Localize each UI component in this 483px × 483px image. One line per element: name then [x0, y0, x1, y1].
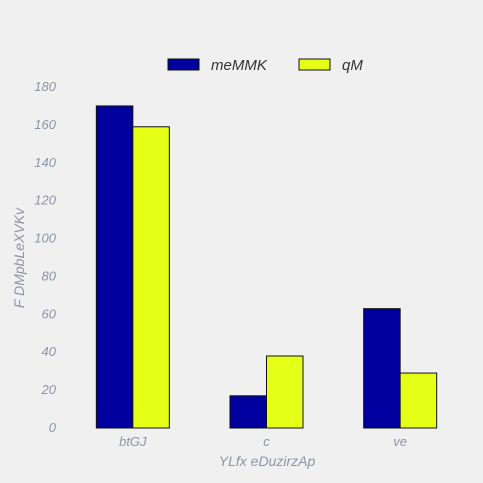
y-tick-label: 180 — [34, 79, 56, 94]
bar-meMMK-btGJ — [95, 105, 134, 429]
y-tick-label: 80 — [42, 268, 57, 283]
y-tick-label: 160 — [34, 117, 56, 132]
x-tick-label: btGJ — [119, 434, 147, 449]
bar-meMMK-ve — [363, 308, 401, 429]
y-tick-label: 20 — [41, 382, 57, 397]
legend-label-meMMK: meMMK — [211, 57, 268, 74]
bars — [95, 105, 438, 429]
x-axis-ticks: btGJ c ve — [119, 434, 407, 449]
y-axis-ticks: 0 20 40 60 80 100 120 140 160 180 — [34, 79, 56, 435]
y-tick-label: 140 — [34, 155, 56, 170]
y-tick-label: 60 — [42, 306, 57, 321]
legend-swatch-meMMK — [167, 58, 200, 71]
x-axis-label: YLfx eDuzirzAp — [219, 453, 316, 469]
legend: meMMK qM — [167, 57, 363, 74]
legend-swatch-qM — [298, 58, 331, 71]
y-axis-label: F DMpbLeXVKv — [11, 207, 27, 308]
bar-meMMK-c — [229, 395, 267, 429]
x-tick-label: c — [263, 434, 270, 449]
y-tick-label: 100 — [34, 231, 56, 246]
bar-qM-ve — [399, 372, 438, 429]
bar-qM-btGJ — [132, 126, 170, 429]
y-tick-label: 0 — [49, 420, 57, 435]
legend-label-qM: qM — [342, 57, 363, 74]
bar-qM-c — [266, 355, 304, 429]
y-tick-label: 40 — [42, 344, 57, 359]
x-tick-label: ve — [393, 434, 407, 449]
y-tick-label: 120 — [34, 193, 56, 208]
